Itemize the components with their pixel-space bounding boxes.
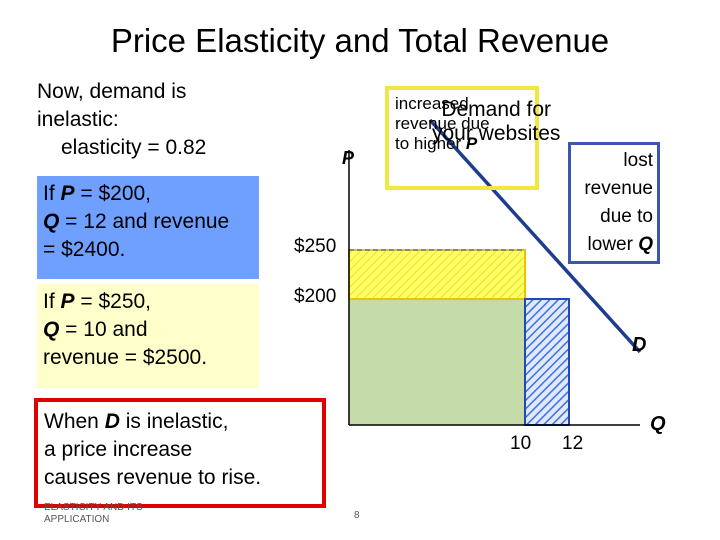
intro-line-2: inelastic: xyxy=(37,108,119,131)
demand-curve-label: D xyxy=(632,334,647,356)
intro-line-3: elasticity = 0.82 xyxy=(61,136,207,159)
var-d: D xyxy=(104,410,120,433)
base-revenue-area xyxy=(349,299,525,425)
demand-curve xyxy=(428,118,642,354)
y-axis-label: P xyxy=(342,148,355,168)
lost-revenue-callout: lost revenue due to lower Q xyxy=(568,142,660,264)
var-q: Q xyxy=(43,318,60,341)
intro-text: Now, demand is inelastic: elasticity = 0… xyxy=(37,78,206,162)
x-axis-label: Q xyxy=(650,413,666,435)
var-q: Q xyxy=(43,210,60,233)
slide-footer: ELASTICITY AND ITS APPLICATION xyxy=(44,502,143,525)
page-number: 8 xyxy=(354,510,360,521)
qty-label-high: 12 xyxy=(562,433,584,454)
intro-line-1: Now, demand is xyxy=(37,80,187,103)
var-p: P xyxy=(60,290,75,313)
conclusion-box: When D is inelastic, a price increase ca… xyxy=(34,398,326,508)
increased-revenue-area xyxy=(348,249,526,300)
increased-revenue-callout: increased revenue due to higher P xyxy=(385,86,539,190)
price-label-low: $200 xyxy=(294,286,337,307)
scenario-box-low-price: If P = $200, Q = 12 and revenue = $2400. xyxy=(37,176,259,279)
price-label-high: $250 xyxy=(294,236,337,257)
var-p: P xyxy=(60,182,75,205)
qty-label-low: 10 xyxy=(510,433,532,454)
slide-title: Price Elasticity and Total Revenue xyxy=(110,22,610,59)
lost-revenue-area xyxy=(524,298,570,426)
scenario-box-high-price: If P = $250, Q = 10 and revenue = $2500. xyxy=(37,284,259,388)
demand-overlay-text: Demand for your websites xyxy=(432,98,561,145)
